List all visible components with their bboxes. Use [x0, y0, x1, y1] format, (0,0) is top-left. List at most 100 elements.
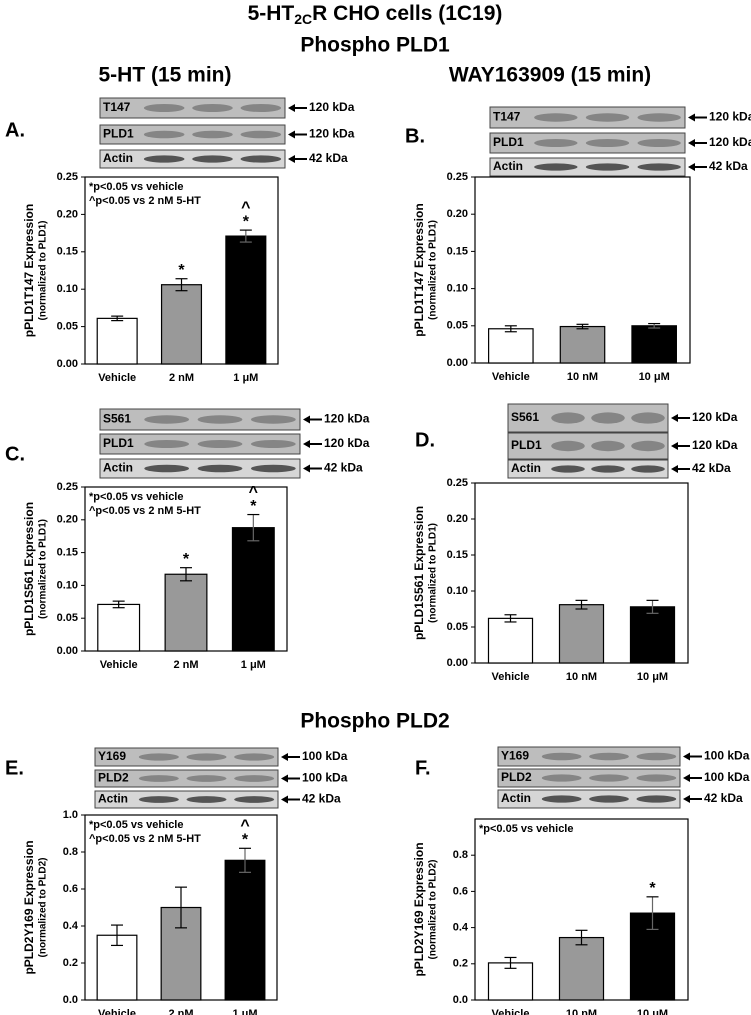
y-tick-label: 0.20	[57, 514, 78, 526]
blot	[497, 768, 681, 788]
arrow-head	[683, 795, 690, 803]
blot-band	[138, 775, 179, 782]
blot-marker: 120 kDa	[309, 100, 355, 114]
y-tick-label: 0.25	[57, 171, 78, 183]
arrow-head	[683, 774, 690, 782]
x-tick-label: Vehicle	[492, 371, 530, 383]
x-tick-label: Vehicle	[100, 659, 138, 671]
blot-band	[240, 104, 282, 112]
blot-band	[534, 113, 578, 122]
significance-marker: ^	[241, 199, 250, 216]
y-tick-label: 0.25	[57, 481, 78, 493]
arrow-head	[683, 752, 690, 761]
blot-label: S561	[103, 412, 131, 426]
blot-label: Actin	[103, 151, 133, 165]
y-tick-label: 0.25	[447, 477, 468, 489]
y-tick-label: 0.15	[57, 547, 78, 559]
blot-marker: 42 kDa	[704, 791, 743, 805]
bar	[164, 573, 208, 652]
arrow-head	[688, 163, 695, 171]
blot-band	[631, 412, 665, 424]
y-axis-sublabel: (normalized to PLD1)	[38, 519, 49, 619]
significance-note: ^p<0.05 vs 2 nM 5-HT	[89, 833, 201, 845]
blot-band	[534, 139, 578, 147]
blot-marker: 42 kDa	[692, 461, 731, 475]
y-tick-label: 0.2	[453, 958, 468, 970]
blot-label: Actin	[98, 792, 128, 806]
blot-band	[637, 139, 681, 147]
blot-band	[551, 440, 585, 452]
y-tick-label: 0.15	[447, 549, 468, 561]
bar	[96, 934, 138, 1001]
blot-label: Y169	[501, 749, 529, 763]
y-tick-label: 0.15	[57, 246, 78, 258]
significance-note: *p<0.05 vs vehicle	[89, 181, 183, 193]
arrow-head	[288, 155, 295, 163]
arrow-head	[281, 753, 288, 761]
blot-band	[186, 753, 227, 761]
blot-label: S561	[511, 410, 539, 424]
blot-band	[144, 464, 190, 473]
blot-band	[551, 412, 585, 424]
y-axis-label: pPLD2Y169 Expression	[22, 840, 36, 974]
blot-band	[143, 104, 185, 112]
significance-note: *p<0.05 vs vehicle	[479, 823, 573, 835]
column-heading: 5-HT (15 min)	[98, 64, 231, 87]
bar	[231, 527, 275, 652]
blot-band	[591, 440, 625, 452]
y-tick-label: 0.0	[63, 994, 78, 1006]
arrow-head	[671, 465, 678, 473]
blot-band	[636, 752, 677, 761]
blot-marker: 100 kDa	[704, 749, 750, 763]
x-tick-label: 10 μM	[637, 1008, 668, 1015]
blot-label: Actin	[103, 461, 133, 475]
arrow-head	[303, 464, 310, 473]
blot-band	[250, 464, 296, 473]
y-tick-label: 0.8	[453, 849, 468, 861]
blot-label: PLD1	[511, 438, 542, 452]
significance-marker: *	[243, 213, 250, 230]
blot-marker: 120 kDa	[692, 410, 738, 424]
blot-label: PLD2	[98, 771, 129, 785]
panel-label: E.	[5, 757, 24, 779]
blot-label: PLD1	[493, 135, 524, 149]
panel-label: F.	[415, 757, 431, 779]
significance-marker: *	[178, 262, 185, 279]
y-axis-label: pPLD1T147 Expression	[22, 204, 36, 337]
y-axis-sublabel: (normalized to PLD1)	[428, 523, 439, 623]
blot-band	[589, 795, 629, 803]
blot-band	[636, 774, 677, 782]
arrow-head	[303, 415, 310, 424]
y-axis-sublabel: (normalized to PLD2)	[38, 857, 49, 957]
blot-marker: 42 kDa	[309, 151, 348, 165]
blot-band	[240, 155, 282, 163]
y-tick-label: 0.15	[447, 245, 468, 257]
arrow-head	[288, 104, 295, 112]
blot-label: PLD2	[501, 770, 532, 784]
blot-marker: 42 kDa	[302, 792, 341, 806]
blot-band	[637, 163, 681, 171]
arrow-head	[281, 774, 288, 783]
blot-band	[585, 113, 630, 122]
y-tick-label: 0.25	[447, 171, 468, 183]
panel-label: C.	[5, 443, 25, 465]
section-heading: Phospho PLD2	[300, 710, 449, 733]
y-axis-sublabel: (normalized to PLD2)	[428, 859, 439, 959]
blot-band	[631, 440, 665, 452]
bar	[160, 284, 203, 365]
bar	[224, 859, 266, 1001]
blot-band	[143, 155, 185, 163]
x-tick-label: 2 nM	[169, 372, 194, 384]
y-tick-label: 0.00	[447, 657, 468, 669]
blot-band	[589, 752, 629, 761]
y-tick-label: 0.2	[63, 957, 78, 969]
y-tick-label: 0.10	[447, 585, 468, 597]
blot-band	[197, 415, 243, 424]
x-tick-label: 2 nM	[173, 659, 198, 671]
arrow-head	[688, 139, 695, 147]
blot-label: Y169	[98, 749, 126, 763]
blot-band	[250, 440, 296, 448]
column-heading: WAY163909 (15 min)	[449, 64, 651, 87]
blot-band	[197, 464, 243, 473]
